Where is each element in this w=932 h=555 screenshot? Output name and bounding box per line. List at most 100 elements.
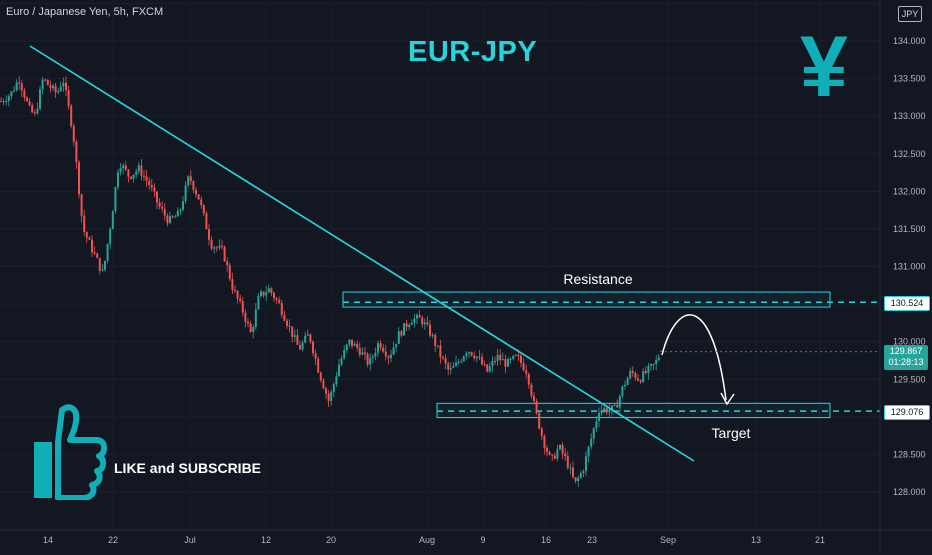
- candle-body: [15, 82, 18, 91]
- candle-body: [434, 335, 437, 346]
- candle-body: [176, 210, 179, 217]
- candle-body: [41, 79, 44, 90]
- candle-body: [119, 168, 122, 173]
- candle-body: [569, 467, 572, 469]
- candle-body: [522, 362, 525, 371]
- candle-body: [356, 343, 359, 348]
- yen-logo-icon: ¥: [800, 19, 848, 115]
- candle-body: [114, 187, 117, 212]
- y-tick-label: 130.000: [893, 337, 926, 347]
- candle-body: [397, 331, 400, 344]
- projection-arrow: [661, 314, 727, 401]
- candle-body: [20, 83, 23, 91]
- candle-body: [140, 165, 143, 176]
- candle-body: [254, 309, 257, 328]
- x-tick-label: 16: [541, 535, 551, 545]
- candle-body: [210, 239, 213, 249]
- candle-body: [343, 349, 346, 359]
- candle-body: [540, 428, 543, 436]
- x-tick-label: 14: [43, 535, 53, 545]
- candle-body: [275, 298, 278, 300]
- candle-body: [421, 317, 424, 325]
- candle-body: [273, 292, 275, 299]
- candle-body: [33, 112, 36, 114]
- candle-body: [117, 172, 119, 188]
- candle-body: [618, 396, 621, 408]
- candle-body: [195, 189, 197, 195]
- candle-body: [306, 334, 309, 336]
- candle-body: [330, 391, 333, 401]
- candle-body: [403, 323, 405, 336]
- candle-body: [517, 354, 520, 356]
- candle-body: [514, 354, 517, 356]
- candle-body: [538, 412, 541, 429]
- candle-body: [642, 371, 645, 383]
- overlays: Resistance Target: [29, 45, 880, 462]
- candle-body: [314, 353, 317, 359]
- candle-body: [299, 344, 301, 350]
- currency-badge[interactable]: JPY: [898, 6, 922, 22]
- candle-body: [361, 352, 364, 355]
- candle-body: [265, 292, 268, 296]
- candle-body: [0, 101, 2, 103]
- candle-body: [631, 370, 634, 374]
- thumbs-up-icon: [30, 402, 108, 505]
- candle-body: [603, 408, 606, 411]
- candle-body: [499, 354, 502, 361]
- candle-body: [234, 289, 236, 291]
- candle-body: [577, 477, 580, 482]
- candle-body: [241, 301, 244, 313]
- candle-body: [452, 365, 455, 368]
- candle-body: [31, 105, 34, 113]
- candle-body: [387, 356, 390, 359]
- candle-body: [418, 315, 421, 318]
- x-tick-label: Sep: [660, 535, 676, 545]
- y-tick-label: 128.500: [893, 449, 926, 459]
- candle-body: [28, 101, 31, 106]
- candle-body: [595, 420, 598, 429]
- candle-body: [543, 435, 546, 448]
- candle-body: [585, 456, 587, 472]
- candle-body: [171, 216, 174, 218]
- candle-body: [153, 187, 156, 192]
- candle-body: [533, 395, 535, 401]
- candle-body: [205, 213, 208, 230]
- candle-body: [327, 393, 330, 401]
- candle-body: [5, 101, 8, 103]
- candle-body: [478, 356, 481, 358]
- candle-body: [72, 126, 75, 142]
- candle-body: [161, 206, 164, 209]
- candle-body: [278, 299, 281, 304]
- candle-body: [587, 446, 590, 457]
- candle-body: [465, 353, 468, 357]
- candle-body: [470, 352, 473, 356]
- candle-body: [564, 453, 567, 457]
- candle-body: [605, 408, 608, 413]
- candle-body: [377, 343, 379, 353]
- candle-body: [236, 290, 239, 299]
- y-tick-label: 128.000: [893, 487, 926, 497]
- candle-body: [98, 257, 101, 271]
- candle-body: [473, 355, 476, 359]
- y-tick-label: 133.500: [893, 74, 926, 84]
- candle-body: [626, 378, 629, 385]
- candle-body: [488, 366, 491, 372]
- candle-body: [364, 352, 366, 355]
- candle-body: [530, 384, 533, 396]
- candle-body: [322, 380, 325, 389]
- candle-body: [270, 288, 273, 293]
- candle-body: [556, 449, 559, 459]
- candle-body: [179, 209, 182, 211]
- candle-body: [122, 165, 125, 169]
- candle-body: [366, 354, 369, 365]
- candle-body: [436, 345, 439, 347]
- candle-body: [520, 355, 522, 363]
- candle-body: [486, 364, 489, 372]
- candle-body: [416, 315, 418, 319]
- chart-title: EUR-JPY: [408, 36, 538, 68]
- candle-body: [405, 323, 408, 328]
- candle-body: [10, 91, 13, 97]
- candle-body: [244, 312, 247, 322]
